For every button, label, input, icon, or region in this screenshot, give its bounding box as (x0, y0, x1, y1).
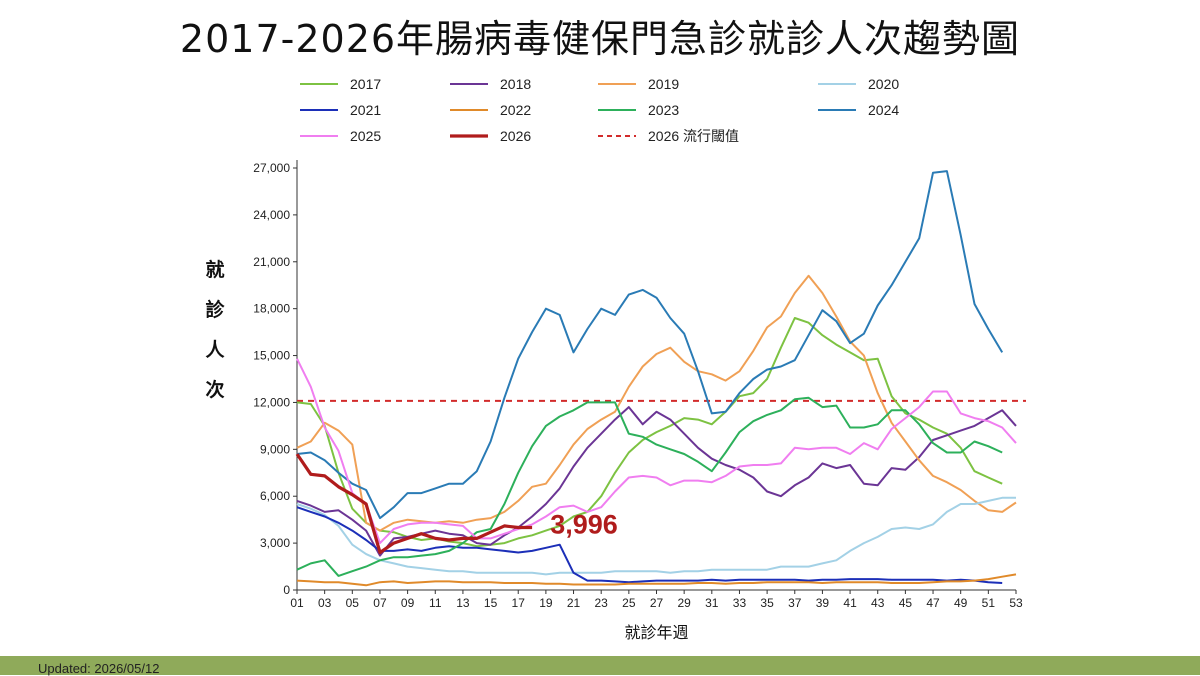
legend-label: 2020 (868, 76, 899, 92)
y-axis-label-char: 次 (205, 379, 225, 401)
y-axis-label-char: 人 (205, 339, 225, 361)
legend-label: 2023 (648, 102, 679, 118)
updated-text: Updated: 2026/05/12 (38, 661, 160, 676)
y-tick-label: 6,000 (260, 489, 290, 503)
x-tick-label: 31 (705, 596, 719, 610)
legend: 2017 2018 2019 2020 2021 2022 2023 2024 2025 2026… (300, 76, 899, 144)
x-tick-label: 13 (456, 596, 470, 610)
legend-label: 2019 (648, 76, 679, 92)
x-tick-label: 43 (871, 596, 885, 610)
legend-label: 2025 (350, 128, 381, 144)
series-line-2022 (296, 573, 1017, 587)
series-line-2021 (296, 506, 1003, 584)
series-lines (295, 170, 1026, 587)
chart-labels: 就診年週 3,996 (550, 510, 688, 642)
x-tick-label: 39 (816, 596, 830, 610)
x-tick-label: 49 (954, 596, 968, 610)
legend-label: 2024 (868, 102, 899, 118)
series-line-2025 (296, 358, 1017, 545)
x-tick-label: 15 (484, 596, 498, 610)
legend-label: 2021 (350, 102, 381, 118)
x-tick-label: 45 (899, 596, 913, 610)
x-tick-label: 11 (429, 596, 442, 610)
x-tick-label: 29 (677, 596, 691, 610)
x-tick-label: 37 (788, 596, 802, 610)
x-tick-label: 19 (539, 596, 553, 610)
series-line-2019 (296, 274, 1017, 532)
x-tick-label: 05 (346, 596, 360, 610)
y-tick-label: 21,000 (253, 255, 290, 269)
legend-label: 2018 (500, 76, 531, 92)
x-tick-label: 17 (512, 596, 526, 610)
series-line-2017 (296, 317, 1003, 548)
x-tick-label: 21 (567, 596, 581, 610)
y-axis-label-char: 診 (205, 299, 225, 321)
x-tick-label: 01 (290, 596, 304, 610)
y-tick-label: 15,000 (253, 349, 290, 363)
y-tick-label: 12,000 (253, 395, 290, 409)
y-tick-label: 9,000 (260, 442, 290, 456)
y-tick-label: 0 (283, 583, 290, 597)
legend-label: 2022 (500, 102, 531, 118)
legend-label: 2026 流行閾值 (648, 128, 739, 144)
x-tick-label: 47 (926, 596, 940, 610)
y-tick-label: 18,000 (253, 302, 290, 316)
series-line-2026 (295, 453, 533, 555)
series-line-2018 (296, 406, 1017, 557)
x-tick-label: 27 (650, 596, 664, 610)
x-tick-label: 03 (318, 596, 332, 610)
x-tick-label: 09 (401, 596, 415, 610)
legend-label: 2017 (350, 76, 381, 92)
x-tick-label: 23 (595, 596, 609, 610)
x-axis-label: 就診年週 (624, 623, 688, 642)
x-tick-label: 25 (622, 596, 636, 610)
series-line-2020 (296, 496, 1016, 576)
footer-bar (0, 656, 1200, 675)
series-line-2023 (296, 396, 1003, 577)
y-axis-label-char: 就 (205, 259, 225, 281)
y-tick-label: 3,000 (260, 536, 290, 550)
x-tick-label: 53 (1009, 596, 1023, 610)
chart-title: 2017-2026年腸病毒健保門急診就診人次趨勢圖 (179, 17, 1021, 61)
x-tick-label: 07 (373, 596, 387, 610)
y-tick-label: 24,000 (253, 208, 290, 222)
latest-value-label: 3,996 (550, 510, 618, 540)
axes: 0 3,000 6,000 9,000 12,000 15,000 18,000 21,000… (253, 160, 1023, 610)
chart-area: 2017 2018 2019 2020 2021 2022 2023 2024 2025 2026… (253, 76, 1026, 642)
legend-label: 2026 (500, 128, 531, 144)
y-axis-label: 就診人次 (200, 250, 230, 410)
x-tick-label: 33 (733, 596, 747, 610)
x-tick-label: 41 (843, 596, 857, 610)
y-tick-label: 27,000 (253, 161, 290, 175)
x-tick-label: 35 (760, 596, 774, 610)
series-line-2024 (296, 170, 1004, 520)
x-tick-label: 51 (982, 596, 996, 610)
